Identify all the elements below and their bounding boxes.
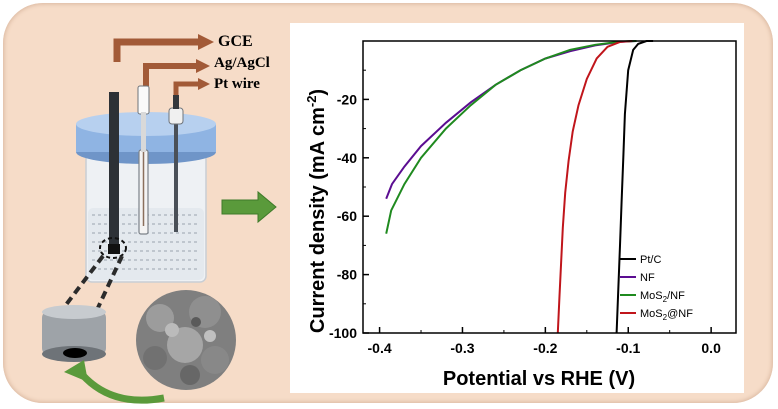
y-tick-label: -60 [337,208,357,224]
legend-label-main: MoS [640,308,663,320]
x-tick-label: -0.1 [616,340,640,356]
x-tick-label: -0.3 [450,340,474,356]
pt-post [173,95,179,109]
arrow-ag-head [196,59,210,73]
green-curved-arrow [77,369,165,404]
y-tick-label: -40 [337,150,357,166]
series-line-3 [556,40,633,334]
y-axis-title-close: ) [307,89,329,96]
series-line-1 [385,40,637,200]
x-axis-title: Potential vs RHE (V) [443,368,635,390]
legend-label-tail: @NF [667,308,693,320]
legend-label-main: NF [640,272,655,284]
legend-label-sub: 2 [663,313,668,322]
green-curved-arrow-head [64,360,88,382]
sem-texture [143,296,229,385]
arrow-gce [113,38,200,62]
zoom-circle [99,237,127,259]
y-tick-label: -80 [337,267,357,283]
legend-label-main: MoS [640,290,663,302]
y-axis-title: Current density (mA cm-2) [304,89,329,333]
zoom-line-right [94,255,124,313]
zoom-line-left [60,254,105,312]
pt-holder [168,107,184,125]
ag-agcl-cap [137,85,150,115]
series-line-2 [385,40,637,234]
electrode-cylinder [42,310,106,356]
label-gce: GCE [218,33,253,50]
pt-wire [174,120,178,232]
y-tick-label: -20 [337,91,357,107]
legend-label-3: MoS2@NF [640,308,693,322]
legend-label-sub: 2 [663,295,668,304]
arrow-pt [173,81,200,95]
electrode-cylinder-top [42,305,106,319]
arrow-pt-head [198,78,210,90]
legend-label-main: Pt/C [640,254,661,266]
x-tick-label: -0.4 [368,340,392,356]
arrow-ag [143,63,198,86]
electrode-disk [63,348,87,358]
legend-label-0: Pt/C [640,254,661,266]
gce-tip [108,244,120,254]
arrow-gce-head [198,34,214,50]
gce-electrode [109,92,119,252]
chart-panel: -0.4 -0.3 -0.2 -0.1 0.0 -20 -40 -60 -80 -100 Pt/C… [290,23,744,393]
x-tick-label: 0.0 [701,340,721,356]
y-axis-title-main: Current density (mA cm [307,107,329,333]
cell-illustration [42,34,277,404]
label-pt-wire: Pt wire [214,76,260,92]
x-tick-label: -0.2 [533,340,557,356]
legend-label-tail: /NF [667,290,685,302]
ag-agcl-neck [141,112,146,152]
y-tick-label: -100 [329,325,357,341]
legend-label-1: NF [640,272,655,284]
label-ag-agcl: Ag/AgCl [214,55,270,71]
y-axis-title-sup: -2 [304,96,319,108]
green-arrow-right [221,190,277,224]
series-line-0 [615,40,654,334]
lsv-chart: -0.4 -0.3 -0.2 -0.1 0.0 -20 -40 -60 -80 -100 Pt/C… [304,40,737,390]
legend-label-2: MoS2/NF [640,290,685,304]
